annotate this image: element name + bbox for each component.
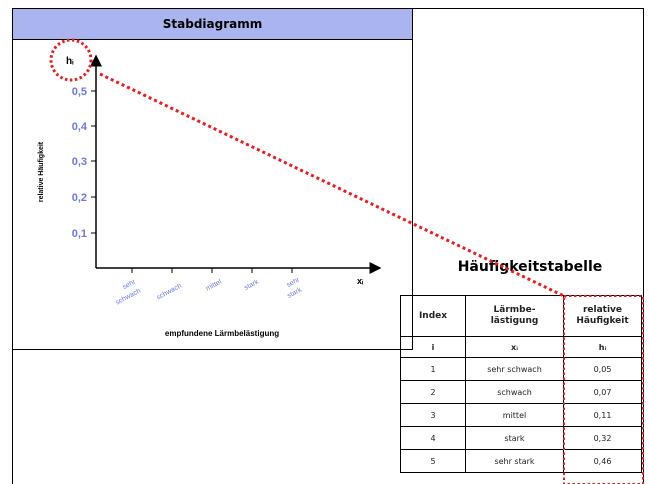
row-h: 0,07 bbox=[563, 380, 642, 404]
window-border-right bbox=[643, 8, 644, 484]
row-index: 1 bbox=[400, 357, 466, 381]
header-relative-haeufigkeit: relative Häufigkeit bbox=[563, 295, 642, 337]
x-tick-label-line: stark bbox=[243, 278, 260, 292]
highlight-connector bbox=[99, 72, 567, 299]
table-title: Häufigkeitstabelle bbox=[457, 259, 603, 275]
header-x-line1: Lärmbe- bbox=[493, 305, 536, 315]
header-index-label: Index bbox=[418, 310, 448, 321]
x-tick-label-line: schwach bbox=[156, 283, 183, 302]
row-x: sehr schwach bbox=[465, 357, 564, 381]
header-h-line1: relative bbox=[582, 305, 623, 315]
x-tick-label-line: mittel bbox=[205, 278, 223, 292]
highlight-circle bbox=[49, 38, 93, 82]
row-index: 4 bbox=[400, 426, 466, 450]
x-axis-label: empfundene Lärmbelästigung bbox=[165, 329, 279, 338]
row-x: sehr stark bbox=[465, 449, 564, 473]
y-tick-label: 0,2 bbox=[72, 192, 87, 204]
y-tick-label: 0,3 bbox=[72, 156, 87, 168]
y-ticks bbox=[91, 90, 96, 234]
table-symbol-row: i xᵢ hᵢ bbox=[400, 336, 642, 358]
y-tick-label: 0,5 bbox=[72, 86, 87, 98]
row-h: 0,46 bbox=[563, 449, 642, 473]
x-tick-label-line: schwach bbox=[115, 288, 142, 307]
row-index: 2 bbox=[400, 380, 466, 404]
row-index: 5 bbox=[400, 449, 466, 473]
y-tick-label: 0,4 bbox=[72, 121, 88, 133]
frequency-table: Index Lärmbe-lästigung relative Häufigkei… bbox=[400, 295, 642, 473]
table-header-row: Index Lärmbe-lästigung relative Häufigkei… bbox=[400, 295, 642, 337]
y-axis-label: relative Häufigkeit bbox=[38, 141, 45, 202]
symbol-h: hᵢ bbox=[563, 336, 642, 358]
bar-chart-panel: Stabdiagramm bbox=[12, 8, 413, 350]
header-h-line2: Häufigkeit bbox=[576, 316, 629, 326]
y-axis-symbol: hᵢ bbox=[66, 56, 74, 67]
chart-title: Stabdiagramm bbox=[13, 9, 412, 40]
highlight-column-box bbox=[563, 295, 644, 484]
row-h: 0,11 bbox=[563, 403, 642, 427]
header-x-line2: lästigung bbox=[490, 316, 539, 326]
x-ticks bbox=[131, 268, 293, 273]
x-axis-symbol: xᵢ bbox=[357, 276, 364, 286]
y-tick-label: 0,1 bbox=[72, 228, 87, 240]
table-row: 5 sehr stark 0,46 bbox=[400, 449, 642, 473]
